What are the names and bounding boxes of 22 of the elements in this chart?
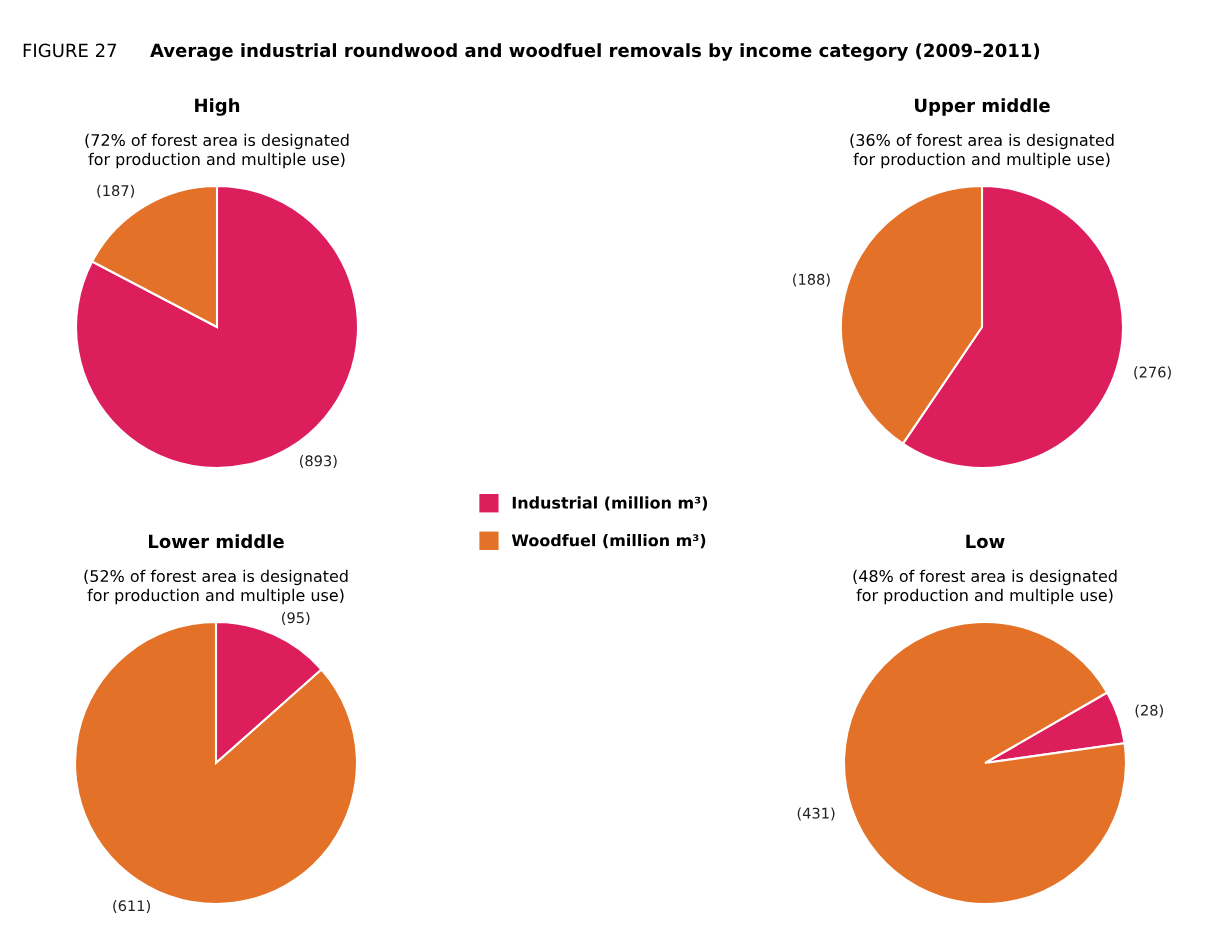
data-label: (95): [282, 611, 310, 625]
chart-title: Lower middle: [149, 534, 284, 549]
chart-title: Upper middle: [915, 98, 1050, 116]
data-label: (188): [793, 273, 830, 287]
data-label: (893): [299, 455, 337, 469]
chart-subtitle: (72% of forest area is designated for production and multiple use): [85, 133, 349, 169]
data-label: (187): [97, 184, 135, 198]
chart-title: High: [195, 98, 240, 116]
data-label: (431): [797, 807, 835, 821]
chart-title: Low: [966, 534, 1005, 549]
chart-subtitle: (36% of forest area is designated for production and multiple use): [850, 133, 1114, 169]
data-label: (276): [1134, 366, 1171, 380]
chart-subtitle: (48% of forest area is designated for production and multiple use): [853, 569, 1117, 605]
chart-subtitle: (52% of forest area is designated for production and multiple use): [84, 569, 348, 605]
data-label: (611): [113, 899, 150, 913]
legend-label: Woodfuel (million m³): [511, 533, 706, 549]
data-label: (28): [1135, 704, 1163, 718]
legend-label: Industrial (million m³): [512, 496, 708, 511]
text: Average industrial roundwood and woodfuel removals by income category (2009–2011): [150, 43, 1040, 61]
caption: FIGURE 27: [23, 43, 117, 58]
pie-slice: [842, 620, 1128, 906]
pie-slice: [74, 184, 360, 470]
